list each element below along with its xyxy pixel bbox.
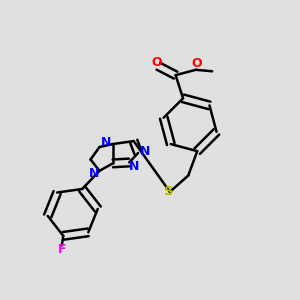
Text: N: N xyxy=(89,167,99,180)
Text: N: N xyxy=(101,136,112,149)
Text: N: N xyxy=(140,145,150,158)
Text: O: O xyxy=(152,56,162,69)
Text: O: O xyxy=(191,57,202,70)
Text: F: F xyxy=(58,243,66,256)
Text: N: N xyxy=(128,160,139,172)
Text: S: S xyxy=(164,185,174,198)
